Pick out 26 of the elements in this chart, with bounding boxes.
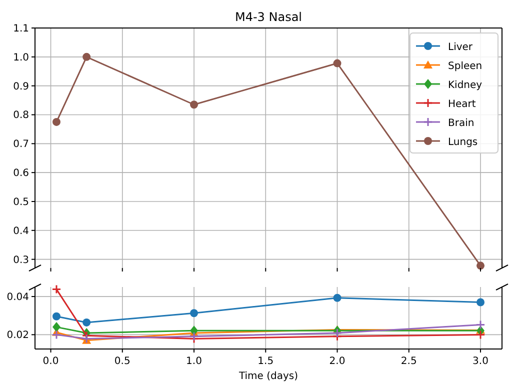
x-tick-label: 1.0 <box>186 356 202 367</box>
legend-label: Kidney <box>448 80 482 91</box>
x-tick-label: 1.5 <box>258 356 274 367</box>
y-tick-label: 0.04 <box>6 292 29 304</box>
x-tick-label: 2.0 <box>329 356 346 367</box>
legend-label: Lungs <box>448 137 478 148</box>
legend-label: Heart <box>448 99 476 110</box>
y-tick-label: 1.0 <box>13 52 29 64</box>
x-axis-title: Time (days) <box>238 371 298 382</box>
legend-label: Liver <box>448 42 474 53</box>
y-tick-label: 0.6 <box>13 168 29 180</box>
y-tick-label: 0.3 <box>13 254 29 266</box>
legend-label: Spleen <box>448 61 482 72</box>
x-tick-label: 2.5 <box>400 356 417 367</box>
x-tick-label: 0.5 <box>114 356 130 367</box>
chart-title: M4-3 Nasal <box>234 10 302 24</box>
y-tick-label: 0.7 <box>13 139 29 150</box>
x-tick-label: 3.0 <box>472 356 488 367</box>
legend-label: Brain <box>448 118 474 129</box>
y-tick-label: 0.02 <box>6 330 29 342</box>
y-tick-label: 1.1 <box>13 24 29 34</box>
y-tick-label: 0.4 <box>13 226 29 237</box>
y-tick-label: 0.9 <box>13 81 29 92</box>
y-tick-label: 0.8 <box>13 110 29 122</box>
y-tick-label: 0.5 <box>13 196 29 208</box>
x-tick-label: 0.0 <box>42 356 59 367</box>
